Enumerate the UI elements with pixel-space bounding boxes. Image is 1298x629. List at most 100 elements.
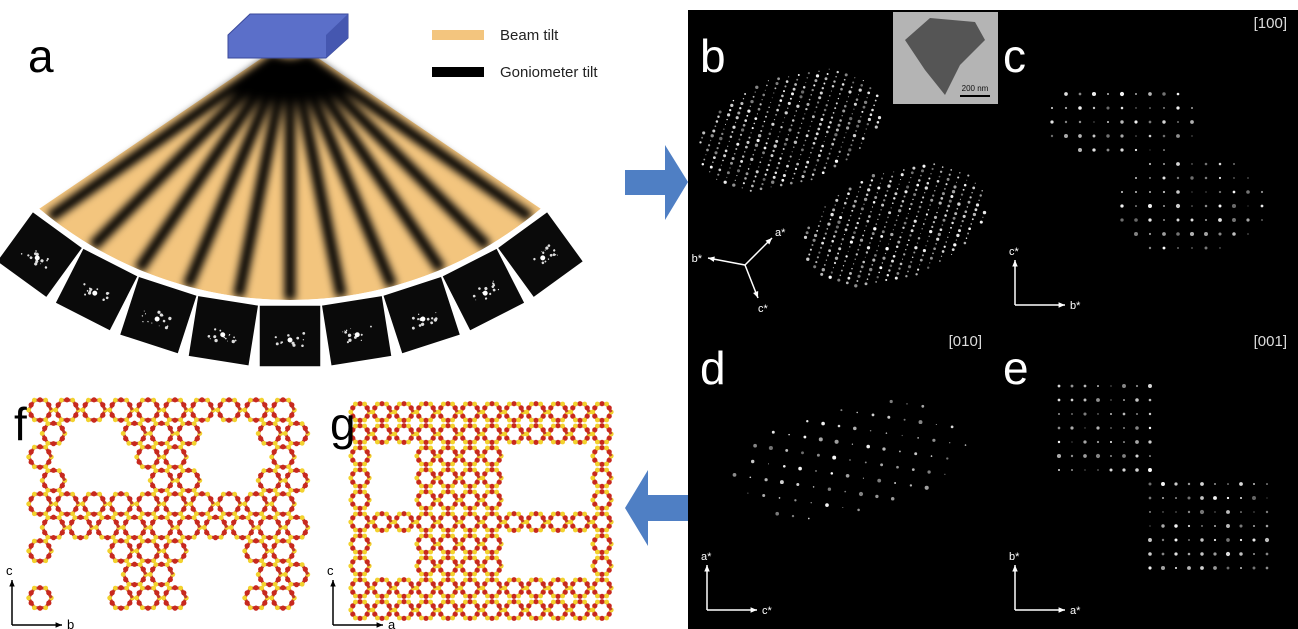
- spot: [884, 194, 887, 197]
- oxygen: [394, 435, 400, 441]
- spot: [854, 284, 858, 288]
- detector-frame: [496, 210, 585, 299]
- oxygen: [357, 483, 363, 489]
- axis-head: [765, 238, 772, 245]
- oxygen: [177, 435, 183, 442]
- silicon: [560, 401, 566, 407]
- spot: [1213, 566, 1217, 570]
- oxygen: [460, 501, 466, 507]
- oxygen: [364, 589, 370, 595]
- oxygen: [136, 449, 142, 455]
- oxygen: [489, 467, 495, 473]
- oxygen: [181, 496, 187, 502]
- silicon: [288, 487, 294, 493]
- silicon: [362, 533, 368, 539]
- spot: [747, 492, 749, 494]
- spot: [982, 216, 984, 218]
- oxygen: [423, 571, 429, 577]
- silicon: [232, 511, 238, 517]
- oxygen: [357, 467, 363, 473]
- oxygen: [357, 599, 363, 605]
- oxygen: [372, 581, 378, 587]
- spot: [859, 244, 861, 246]
- oxygen: [526, 589, 532, 595]
- oxygen: [584, 435, 590, 441]
- spot: [871, 413, 875, 417]
- spot: [909, 484, 913, 487]
- spot: [811, 88, 814, 92]
- oxygen: [526, 611, 532, 617]
- silicon: [458, 497, 464, 503]
- silicon: [550, 527, 556, 533]
- silicon: [384, 423, 390, 429]
- oxygen: [194, 482, 200, 489]
- oxygen: [350, 493, 356, 499]
- spot: [919, 264, 921, 266]
- oxygen: [592, 501, 598, 507]
- spot: [724, 123, 727, 125]
- silicon: [538, 423, 544, 429]
- spot: [834, 133, 838, 137]
- silicon: [370, 431, 376, 437]
- spot: [812, 486, 815, 488]
- silicon: [269, 501, 275, 507]
- silicon: [137, 515, 143, 521]
- silicon: [450, 483, 456, 489]
- spot: [802, 117, 805, 120]
- spot: [1135, 384, 1139, 388]
- oxygen: [445, 549, 451, 555]
- spot: [1135, 107, 1137, 109]
- spot: [901, 232, 903, 234]
- spot: [1148, 134, 1152, 138]
- silicon: [97, 417, 103, 423]
- silicon: [494, 445, 500, 451]
- oxygen: [208, 402, 214, 408]
- oxygen: [548, 515, 554, 521]
- oxygen: [562, 589, 568, 595]
- spot: [892, 254, 896, 258]
- silicon: [440, 571, 446, 577]
- silicon: [85, 511, 91, 517]
- spot: [719, 136, 723, 141]
- oxygen: [467, 439, 473, 445]
- spot: [788, 160, 790, 163]
- spot: [143, 310, 145, 312]
- legend-label: Beam tilt: [500, 27, 559, 44]
- silicon: [538, 593, 544, 599]
- oxygen: [423, 511, 429, 517]
- spot: [726, 171, 730, 175]
- spot: [938, 207, 940, 209]
- spot: [857, 119, 861, 123]
- oxygen: [489, 511, 495, 517]
- oxygen: [423, 555, 429, 561]
- silicon: [31, 538, 37, 544]
- spot: [1110, 399, 1112, 401]
- decorations: [0, 53, 614, 621]
- oxygen: [275, 519, 281, 525]
- oxygen: [438, 537, 444, 543]
- oxygen: [592, 427, 598, 433]
- silicon: [572, 593, 578, 599]
- oxygen: [163, 600, 169, 606]
- silicon: [139, 464, 145, 470]
- silicon: [352, 423, 358, 429]
- silicon: [538, 577, 544, 583]
- oxygen: [59, 425, 65, 431]
- spot: [740, 101, 744, 106]
- oxygen: [555, 577, 561, 583]
- oxygen: [460, 581, 466, 587]
- oxygen: [145, 491, 151, 497]
- oxygen: [606, 479, 612, 485]
- silicon: [43, 558, 49, 564]
- spot: [907, 213, 909, 215]
- oxygen: [357, 555, 363, 561]
- spot: [948, 199, 952, 203]
- spot: [834, 107, 837, 110]
- silicon: [572, 577, 578, 583]
- silicon: [594, 439, 600, 445]
- spot: [837, 278, 841, 282]
- silicon: [112, 491, 118, 497]
- spot: [1174, 552, 1178, 556]
- spot: [935, 243, 937, 245]
- spot: [860, 142, 863, 144]
